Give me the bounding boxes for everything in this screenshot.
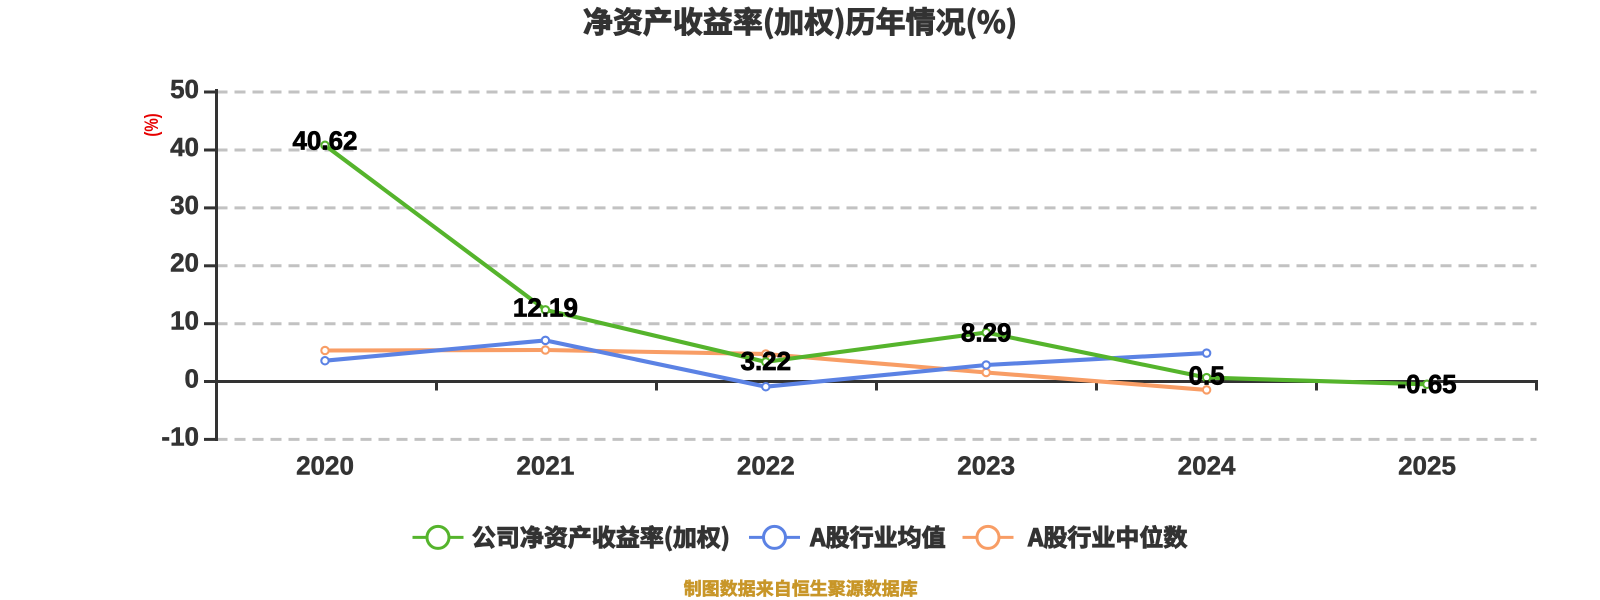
svg-text:0.5: 0.5 — [1189, 360, 1225, 390]
svg-text:-0.65: -0.65 — [1397, 369, 1456, 399]
svg-text:(%): (%) — [140, 113, 162, 136]
svg-text:10: 10 — [170, 306, 199, 336]
svg-text:50: 50 — [170, 74, 199, 104]
svg-text:2024: 2024 — [1178, 451, 1236, 481]
svg-text:3.22: 3.22 — [740, 346, 791, 376]
svg-text:2022: 2022 — [737, 451, 795, 481]
svg-text:40: 40 — [170, 132, 199, 162]
svg-text:2021: 2021 — [516, 451, 574, 481]
svg-text:2025: 2025 — [1398, 451, 1456, 481]
svg-text:0: 0 — [185, 363, 199, 393]
svg-text:20: 20 — [170, 248, 199, 278]
svg-text:-10: -10 — [161, 421, 199, 451]
svg-text:30: 30 — [170, 190, 199, 220]
svg-text:8.29: 8.29 — [961, 317, 1012, 347]
svg-text:12.19: 12.19 — [513, 292, 578, 322]
svg-text:40.62: 40.62 — [292, 125, 357, 155]
svg-text:2023: 2023 — [957, 451, 1015, 481]
svg-text:2020: 2020 — [296, 451, 354, 481]
